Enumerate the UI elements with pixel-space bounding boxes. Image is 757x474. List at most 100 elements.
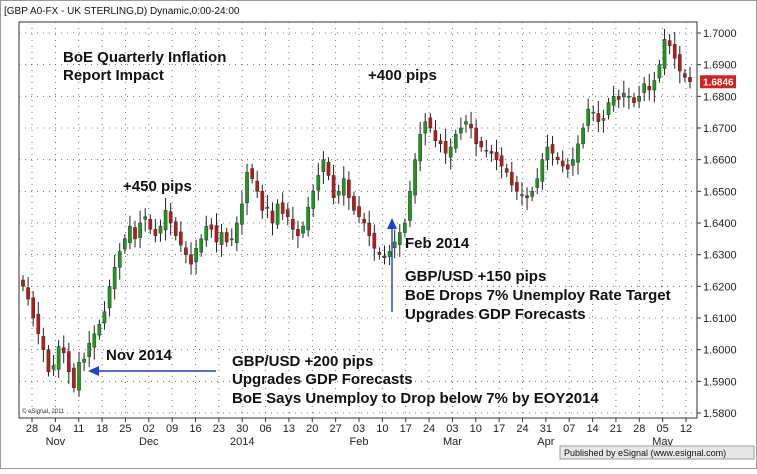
candle-body (316, 175, 321, 191)
candle-body (372, 232, 377, 249)
x-tick-label: 17 (493, 423, 505, 435)
candle-body (357, 206, 361, 217)
candle-body (392, 241, 397, 248)
candle-body (479, 141, 484, 148)
candle-body (21, 279, 25, 287)
candle-body (377, 251, 382, 255)
candle-body (265, 206, 270, 209)
candle-body (229, 238, 234, 241)
candle-body (250, 168, 254, 179)
candle-body (677, 54, 682, 72)
candle-body (581, 127, 585, 145)
x-tick-label: 05 (657, 423, 669, 435)
candle-body (652, 80, 657, 91)
candle-body (397, 232, 402, 245)
x-tick-label: 11 (73, 423, 84, 435)
x-tick-label: 23 (213, 423, 225, 435)
candle-body (515, 182, 519, 192)
candle-body (535, 178, 540, 188)
candle-body (102, 311, 107, 324)
candle-body (509, 172, 514, 186)
y-axis: 1.7000 1.6900 1.6800 1.6700 1.6600 1.6500 1.64… (697, 28, 737, 420)
candle-body (184, 247, 188, 255)
candle-body (270, 210, 275, 224)
x-tick-label: 30 (236, 423, 248, 435)
candle-body (107, 286, 112, 309)
candle-body (179, 231, 183, 246)
candle-body (143, 216, 148, 220)
annotation-title-line1: BoE Quarterly Inflation (63, 49, 226, 66)
candle-body (413, 159, 417, 196)
candle-body (606, 102, 611, 115)
x-month-label: Dec (139, 436, 159, 448)
candle-body (92, 333, 97, 348)
x-tick-label: 18 (96, 423, 108, 435)
x-tick-label: 24 (423, 423, 435, 435)
candle-body (77, 362, 81, 391)
candle-body (683, 73, 687, 78)
candle-body (280, 202, 285, 214)
x-tick-label: 04 (49, 423, 61, 435)
annotation-nov-text3: BoE Says Unemploy to Drop below 7% by EO… (232, 390, 599, 407)
candle-body (341, 178, 346, 196)
candle-body (306, 206, 310, 231)
candle-body (499, 155, 504, 167)
y-tick-label: 1.6600 (703, 155, 737, 167)
candle-body (235, 222, 239, 243)
candle-body (128, 225, 132, 243)
x-tick-label: 27 (330, 423, 342, 435)
candle-body (158, 225, 163, 234)
x-tick-label: 02 (143, 423, 155, 435)
candle-body (647, 85, 652, 91)
candle-body (291, 218, 295, 230)
candle-body (484, 149, 489, 152)
candle-body (616, 96, 621, 100)
x-tick-label: 06 (259, 423, 271, 435)
candle-body (571, 159, 575, 166)
candle-body (662, 39, 667, 69)
candle-body (565, 164, 570, 170)
candle-body (112, 267, 117, 290)
candle-body (336, 191, 341, 196)
candle-body (576, 143, 580, 163)
candle-body (275, 203, 280, 225)
x-month-label: Nov (46, 436, 66, 448)
candle-body (367, 222, 372, 236)
annotation-nov-2014: Nov 2014 (106, 347, 173, 364)
feb-arrow (387, 218, 397, 312)
candle-body (331, 175, 336, 198)
y-tick-label: 1.6100 (703, 313, 737, 325)
nov-arrow (88, 366, 216, 376)
x-month-label: May (652, 436, 673, 448)
x-tick-label: 24 (516, 423, 528, 435)
x-tick-label: 10 (470, 423, 482, 435)
x-tick-label: 03 (353, 423, 365, 435)
candle-body (474, 127, 478, 145)
x-tick-label: 17 (400, 423, 412, 435)
x-tick-label: 25 (119, 423, 131, 435)
candle-body (224, 232, 229, 243)
candle-body (204, 225, 209, 241)
candle-body (596, 113, 601, 122)
candle-body (163, 210, 168, 231)
candle-body (87, 343, 92, 357)
candle-body (520, 194, 524, 196)
candle-body (352, 196, 356, 211)
candle-body (642, 83, 647, 93)
candle-body (153, 229, 158, 236)
x-month-label: Feb (350, 436, 369, 448)
candle-body (464, 121, 468, 125)
candle-body (423, 121, 428, 134)
candle-body (657, 64, 662, 79)
candle-body (525, 195, 529, 198)
candle-body (632, 97, 636, 103)
candle-body (489, 151, 494, 154)
candle-body (627, 96, 631, 98)
candle-body (168, 211, 173, 224)
candle-body (545, 146, 550, 160)
candle-body (550, 144, 555, 154)
candle-body (418, 134, 422, 162)
candle-body (443, 141, 448, 154)
